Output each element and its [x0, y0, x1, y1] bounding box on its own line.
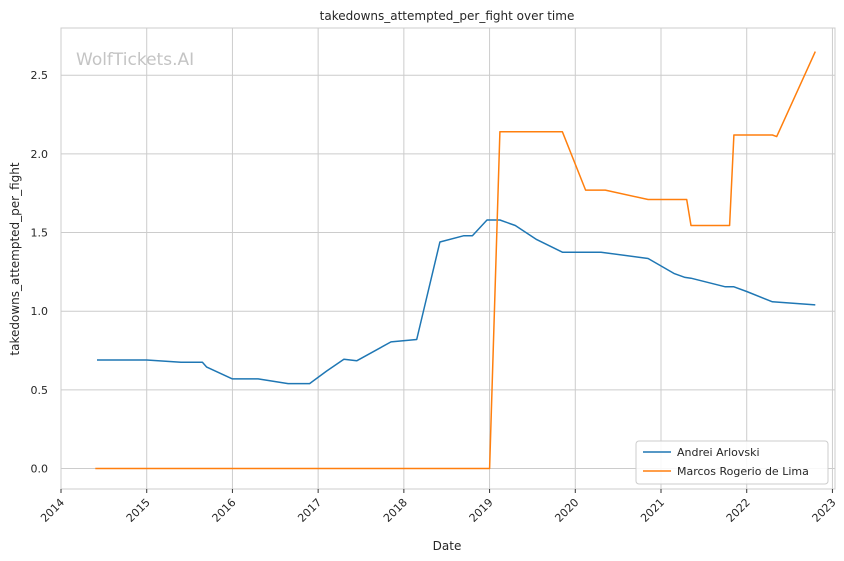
series-line-0	[97, 219, 816, 385]
x-tick-label: 2019	[467, 496, 496, 525]
legend-entry: Andrei Arlovski	[677, 446, 760, 459]
x-tick-label: 2014	[38, 496, 67, 525]
x-tick-label: 2018	[381, 496, 410, 525]
y-tick-label: 0.0	[31, 463, 49, 476]
legend-entry: Marcos Rogerio de Lima	[677, 465, 809, 478]
x-tick-label: 2023	[810, 496, 839, 525]
x-axis-ticks: 2014 2015 2016 2017 2018 2019 2020 2021 2022 2023	[38, 489, 839, 525]
x-tick-label: 2021	[638, 496, 667, 525]
y-tick-label: 1.0	[31, 305, 49, 318]
x-axis-label: Date	[433, 539, 462, 553]
x-tick-label: 2016	[210, 496, 239, 525]
watermark: WolfTickets.AI	[76, 50, 194, 70]
y-tick-label: 1.5	[31, 227, 49, 240]
x-tick-label: 2017	[295, 496, 324, 525]
y-tick-label: 2.5	[31, 69, 49, 82]
series-line-1	[95, 51, 816, 470]
series-lines	[95, 51, 816, 470]
x-tick-label: 2020	[552, 496, 581, 525]
x-tick-label: 2015	[124, 496, 153, 525]
y-tick-label: 2.0	[31, 148, 49, 161]
y-axis-label: takedowns_attempted_per_fight	[8, 162, 22, 355]
y-axis-ticks: 0.0 0.5 1.0 1.5 2.0 2.5	[31, 69, 49, 475]
plot-area	[60, 27, 836, 490]
chart-title: takedowns_attempted_per_fight over time	[320, 9, 575, 23]
x-tick-label: 2022	[724, 496, 753, 525]
legend: Andrei Arlovski Marcos Rogerio de Lima	[635, 440, 829, 485]
legend-box	[635, 440, 829, 485]
y-tick-label: 0.5	[31, 384, 49, 397]
